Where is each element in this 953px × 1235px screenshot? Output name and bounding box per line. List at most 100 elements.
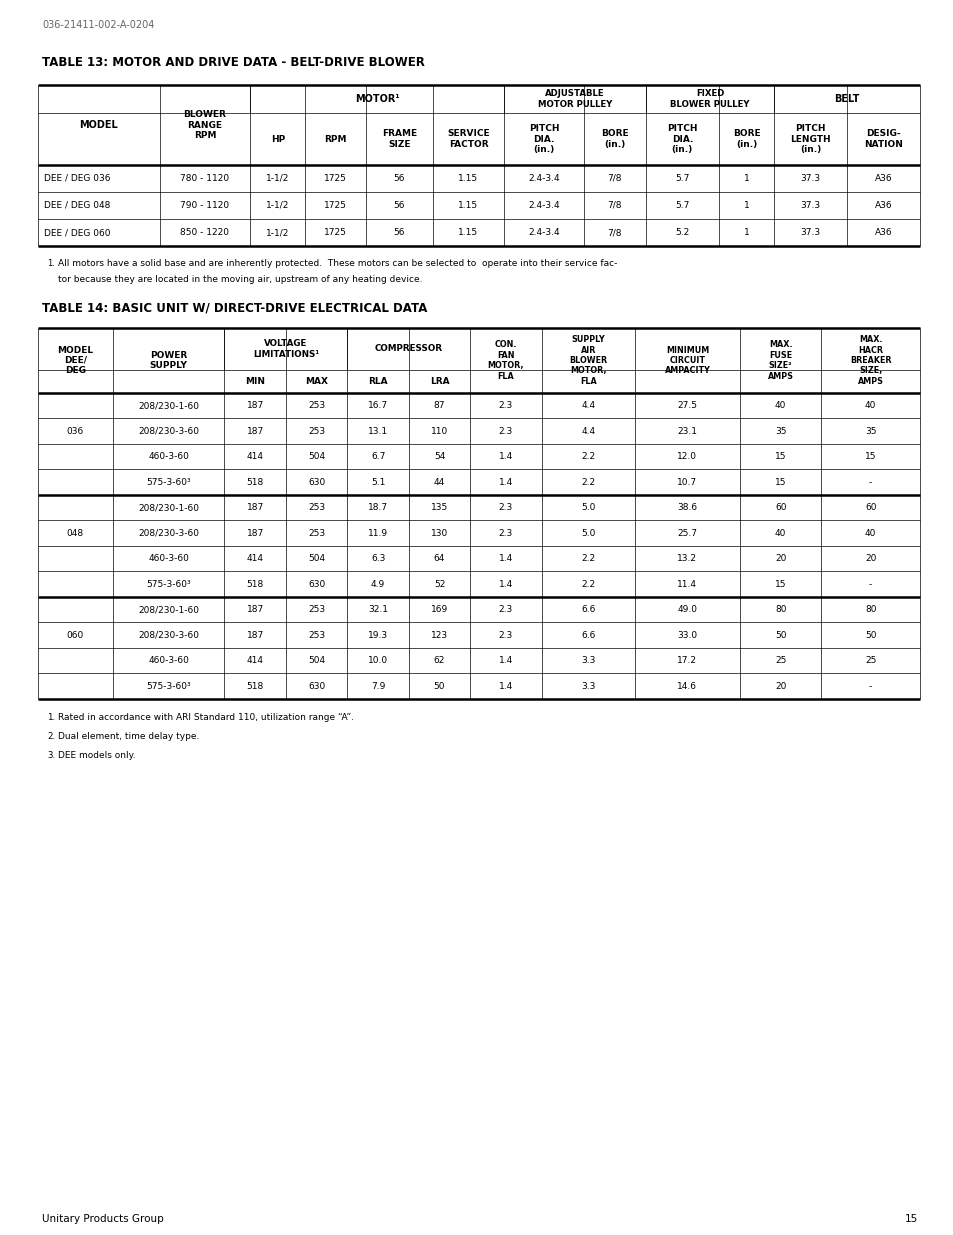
Text: 12.0: 12.0 [677, 452, 697, 461]
Text: 253: 253 [308, 529, 325, 537]
Text: 5.1: 5.1 [371, 478, 385, 487]
Text: A36: A36 [874, 201, 891, 210]
Text: 518: 518 [246, 579, 264, 589]
Text: 40: 40 [864, 401, 876, 410]
Text: 6.6: 6.6 [580, 631, 595, 640]
Text: 575-3-60³: 575-3-60³ [146, 579, 191, 589]
Text: Rated in accordance with ARI Standard 110, utilization range “A”.: Rated in accordance with ARI Standard 11… [58, 713, 354, 722]
Text: 5.2: 5.2 [675, 228, 689, 237]
Text: SERVICE
FACTOR: SERVICE FACTOR [447, 130, 489, 148]
Text: 20: 20 [774, 555, 785, 563]
Text: 4.9: 4.9 [371, 579, 385, 589]
Text: DEE / DEG 048: DEE / DEG 048 [44, 201, 111, 210]
Text: 25: 25 [774, 656, 785, 666]
Text: 18.7: 18.7 [368, 503, 388, 513]
Text: 13.2: 13.2 [677, 555, 697, 563]
Text: 10.0: 10.0 [368, 656, 388, 666]
Text: 060: 060 [67, 631, 84, 640]
Text: POWER
SUPPLY: POWER SUPPLY [150, 351, 188, 370]
Text: A36: A36 [874, 174, 891, 183]
Text: PITCH
LENGTH
(in.): PITCH LENGTH (in.) [789, 125, 830, 153]
Text: Dual element, time delay type.: Dual element, time delay type. [58, 732, 199, 741]
Text: 110: 110 [431, 427, 448, 436]
Text: 56: 56 [394, 228, 405, 237]
Text: 16.7: 16.7 [368, 401, 388, 410]
Text: 40: 40 [774, 529, 785, 537]
Text: 50: 50 [864, 631, 876, 640]
Text: 37.3: 37.3 [800, 201, 820, 210]
Text: SUPPLY
AIR
BLOWER
MOTOR,
FLA: SUPPLY AIR BLOWER MOTOR, FLA [569, 335, 606, 385]
Text: VOLTAGE
LIMITATIONS¹: VOLTAGE LIMITATIONS¹ [253, 340, 318, 358]
Text: MIN: MIN [245, 377, 265, 387]
Text: DEE models only.: DEE models only. [58, 751, 135, 760]
Text: 37.3: 37.3 [800, 174, 820, 183]
Text: 187: 187 [246, 605, 264, 614]
Text: 60: 60 [864, 503, 876, 513]
Text: MAX.
HACR
BREAKER
SIZE,
AMPS: MAX. HACR BREAKER SIZE, AMPS [849, 335, 890, 385]
Text: 5.7: 5.7 [675, 174, 689, 183]
Text: BELT: BELT [834, 94, 859, 104]
Text: 2.3: 2.3 [498, 631, 513, 640]
Text: COMPRESSOR: COMPRESSOR [375, 345, 442, 353]
Text: 1-1/2: 1-1/2 [266, 201, 289, 210]
Text: 64: 64 [434, 555, 445, 563]
Text: 2.2: 2.2 [580, 579, 595, 589]
Text: 1725: 1725 [324, 174, 347, 183]
Text: 208/230-1-60: 208/230-1-60 [138, 503, 199, 513]
Text: 1.15: 1.15 [458, 201, 478, 210]
Text: TABLE 13: MOTOR AND DRIVE DATA - BELT-DRIVE BLOWER: TABLE 13: MOTOR AND DRIVE DATA - BELT-DR… [42, 57, 424, 69]
Text: 208/230-3-60: 208/230-3-60 [138, 427, 199, 436]
Text: 630: 630 [308, 478, 325, 487]
Text: 2.3: 2.3 [498, 427, 513, 436]
Text: 54: 54 [434, 452, 445, 461]
Text: tor because they are located in the moving air, upstream of any heating device.: tor because they are located in the movi… [58, 275, 422, 284]
Text: RPM: RPM [324, 135, 347, 143]
Text: 1.4: 1.4 [498, 682, 513, 690]
Text: 6.6: 6.6 [580, 605, 595, 614]
Text: 52: 52 [434, 579, 445, 589]
Text: Unitary Products Group: Unitary Products Group [42, 1214, 164, 1224]
Text: 253: 253 [308, 427, 325, 436]
Text: 1725: 1725 [324, 228, 347, 237]
Text: 460-3-60: 460-3-60 [148, 555, 189, 563]
Text: 1.: 1. [47, 713, 55, 722]
Text: 20: 20 [774, 682, 785, 690]
Text: DESIG-
NATION: DESIG- NATION [863, 130, 902, 148]
Text: -: - [868, 478, 871, 487]
Text: 1.4: 1.4 [498, 555, 513, 563]
Text: 1.4: 1.4 [498, 478, 513, 487]
Text: 575-3-60³: 575-3-60³ [146, 682, 191, 690]
Text: 2.4-3.4: 2.4-3.4 [528, 174, 559, 183]
Text: 56: 56 [394, 201, 405, 210]
Text: CON.
FAN
MOTOR,
FLA: CON. FAN MOTOR, FLA [487, 341, 523, 380]
Text: 1-1/2: 1-1/2 [266, 228, 289, 237]
Text: 504: 504 [308, 656, 325, 666]
Text: 15: 15 [774, 452, 785, 461]
Text: 4.4: 4.4 [580, 427, 595, 436]
Text: FRAME
SIZE: FRAME SIZE [381, 130, 416, 148]
Text: 518: 518 [246, 478, 264, 487]
Text: 2.3: 2.3 [498, 605, 513, 614]
Text: 10.7: 10.7 [677, 478, 697, 487]
Text: 40: 40 [864, 529, 876, 537]
Text: DEE / DEG 036: DEE / DEG 036 [44, 174, 111, 183]
Text: 187: 187 [246, 631, 264, 640]
Text: 2.3: 2.3 [498, 503, 513, 513]
Text: 253: 253 [308, 631, 325, 640]
Text: A36: A36 [874, 228, 891, 237]
Text: DEE / DEG 060: DEE / DEG 060 [44, 228, 111, 237]
Text: 2.3: 2.3 [498, 529, 513, 537]
Text: 1.: 1. [47, 259, 55, 268]
Text: 6.3: 6.3 [371, 555, 385, 563]
Text: 4.4: 4.4 [580, 401, 595, 410]
Text: 15: 15 [774, 579, 785, 589]
Text: 187: 187 [246, 401, 264, 410]
Text: 3.3: 3.3 [580, 682, 595, 690]
Text: All motors have a solid base and are inherently protected.  These motors can be : All motors have a solid base and are inh… [58, 259, 617, 268]
Text: 504: 504 [308, 555, 325, 563]
Text: 5.0: 5.0 [580, 503, 595, 513]
Text: 2.4-3.4: 2.4-3.4 [528, 228, 559, 237]
Text: RLA: RLA [368, 377, 388, 387]
Text: 2.4-3.4: 2.4-3.4 [528, 201, 559, 210]
Text: 20: 20 [864, 555, 876, 563]
